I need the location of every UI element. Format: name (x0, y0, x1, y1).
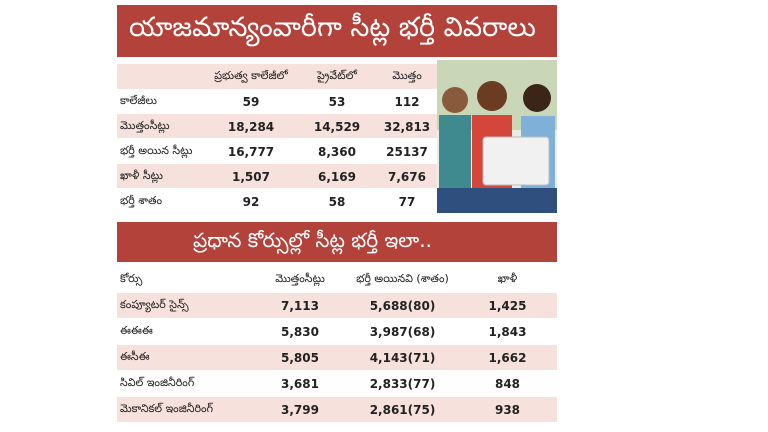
row-label: మెకానికల్ ఇంజినీరింగ్ (120, 402, 214, 415)
title: యాజమాన్యంవారీగా సీట్ల భర్తీ వివరాలు (129, 12, 536, 43)
table-row (117, 345, 557, 370)
value-cell: 2,833(77) (369, 377, 436, 391)
value-cell: 3,799 (281, 403, 319, 417)
column-header: ఖాళీ (497, 272, 518, 285)
row-label: ఈసీఈ (120, 350, 150, 363)
value-cell: 77 (398, 194, 416, 209)
value-cell: 1,662 (488, 351, 527, 365)
title-bar: యాజమాన్యంవారీగా సీట్ల భర్తీ వివరాలు (117, 5, 557, 57)
column-header: ప్రైవేట్‌లో (317, 68, 357, 82)
value-cell: 92 (242, 194, 260, 209)
value-cell: 1,425 (488, 299, 527, 313)
row-label: ఖాళీ సీట్లు (120, 168, 163, 182)
value-cell: 7,113 (281, 299, 319, 313)
value-cell: 6,169 (318, 169, 356, 184)
row-label: మొత్తంసీట్లు (120, 118, 170, 132)
value-cell: 4,143(71) (369, 351, 436, 365)
row-label: ఈఈఈ (120, 324, 153, 337)
students-photo (437, 60, 557, 213)
value-cell: 53 (328, 94, 346, 109)
value-cell: 14,529 (313, 119, 361, 134)
value-cell: 58 (328, 194, 346, 209)
value-cell: 2,861(75) (369, 403, 436, 417)
column-header: కోర్సు (120, 272, 143, 285)
table-row (117, 114, 437, 138)
value-cell: 5,830 (281, 325, 319, 339)
row-label: కంప్యూటర్ సైన్స్ (120, 298, 189, 311)
value-cell: 3,987(68) (369, 325, 436, 339)
column-header: మొత్తంసీట్లు (275, 272, 325, 285)
column-header: భర్తీ అయినవి (శాతం) (356, 272, 449, 285)
value-cell: 32,813 (383, 119, 431, 134)
value-cell: 1,843 (488, 325, 527, 339)
row-label: భర్తీ శాతం (120, 193, 163, 207)
table-row (117, 293, 557, 318)
value-cell: 848 (494, 377, 521, 391)
table-row (117, 164, 437, 188)
value-cell: 18,284 (227, 119, 275, 134)
value-cell: 1,507 (232, 169, 270, 184)
table-row (117, 397, 557, 422)
value-cell: 938 (494, 403, 521, 417)
column-header: ప్రభుత్వ కాలేజీలో (214, 68, 288, 82)
value-cell: 59 (242, 94, 260, 109)
row-label: భర్తీ అయిన సీట్లు (120, 143, 193, 157)
value-cell: 25137 (386, 144, 428, 159)
value-cell: 16,777 (227, 144, 275, 159)
value-cell: 112 (394, 94, 420, 109)
section-bar: ప్రధాన కోర్సుల్లో సీట్ల భర్తీ ఇలా.. (117, 222, 557, 262)
value-cell: 7,676 (388, 169, 426, 184)
value-cell: 5,688(80) (369, 299, 436, 313)
value-cell: 8,360 (318, 144, 356, 159)
value-cell: 5,805 (281, 351, 319, 365)
row-label: కాలేజీలు (120, 93, 157, 107)
column-header: మొత్తం (392, 68, 422, 82)
section-title: ప్రధాన కోర్సుల్లో సీట్ల భర్తీ ఇలా.. (193, 227, 432, 252)
header-row (117, 64, 437, 89)
row-label: సివిల్ ఇంజినీరింగ్ (120, 376, 195, 389)
value-cell: 3,681 (281, 377, 319, 391)
